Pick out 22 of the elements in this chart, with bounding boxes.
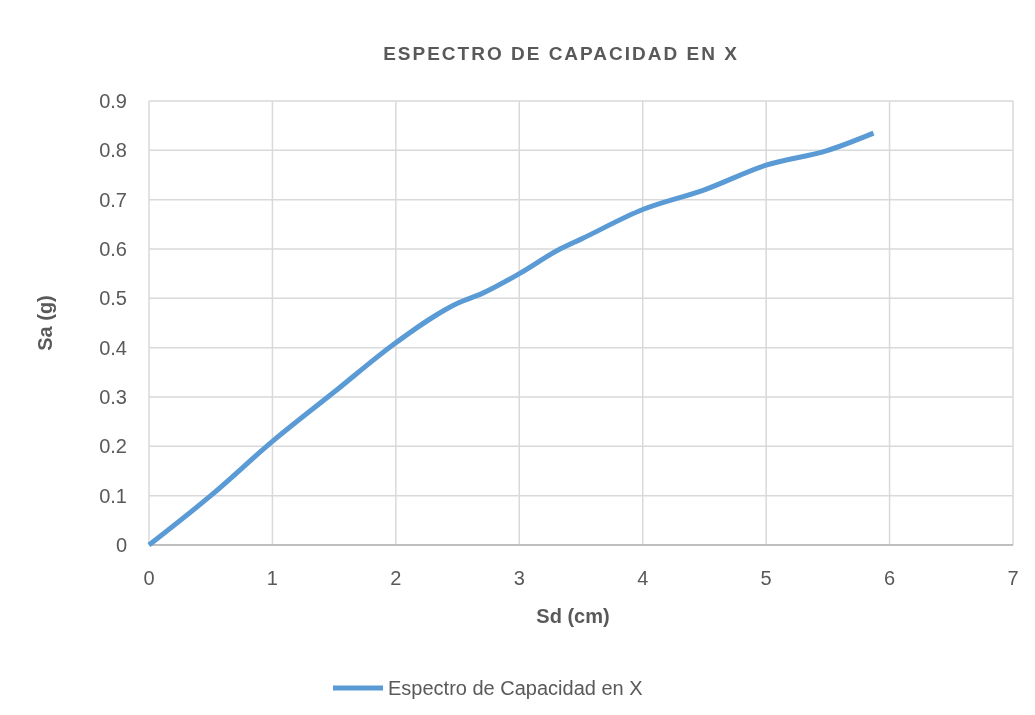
y-tick-label: 0.4 (99, 336, 127, 359)
legend-label: Espectro de Capacidad en X (388, 677, 643, 699)
x-axis-title: Sd (cm) (536, 605, 610, 627)
y-tick-label: 0 (115, 534, 127, 556)
x-tick-label: 0 (143, 567, 155, 589)
y-axis-title: Sa (g) (34, 295, 56, 351)
x-tick-label: 2 (390, 567, 402, 589)
x-tick-label: 3 (513, 567, 525, 589)
y-tick-label: 0.1 (99, 484, 127, 507)
x-tick-label: 4 (637, 567, 649, 589)
y-tick-label: 0.2 (99, 435, 127, 458)
chart-title: ESPECTRO DE CAPACIDAD EN X (383, 43, 739, 64)
y-tick-label: 0.8 (99, 139, 127, 162)
y-tick-label: 0.9 (99, 90, 127, 112)
x-tick-label: 5 (760, 567, 772, 589)
y-tick-label: 0.6 (99, 238, 127, 260)
y-tick-label: 0.3 (99, 386, 127, 408)
x-tick-label: 6 (884, 567, 896, 589)
y-tick-label: 0.7 (99, 188, 127, 211)
x-tick-label: 1 (266, 567, 278, 589)
x-tick-label: 7 (1007, 567, 1019, 589)
y-tick-label: 0.5 (99, 287, 127, 310)
